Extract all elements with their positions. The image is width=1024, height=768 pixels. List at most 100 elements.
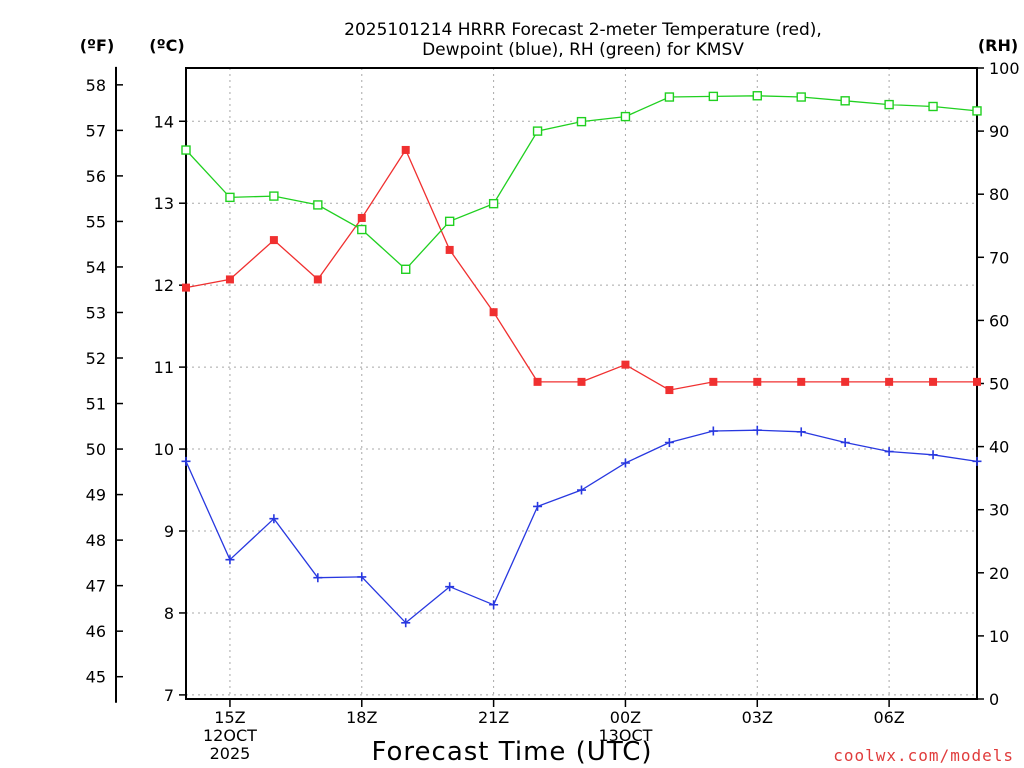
dewpoint-point [796,427,806,437]
2-meter-temperature-point [709,377,718,386]
axes: 7 8 9 10 11 12 13 14 45 46 47 48 49 50 51 52 53 54 55 56 57 5… [86,59,1020,763]
fahrenheit-unit-label: (ºF) [80,36,115,55]
2-meter-temperature-point [313,275,322,284]
dewpoint-point [752,425,762,435]
x-tick-label: 06Z [873,708,904,727]
celsius-tick-label: 7 [164,686,174,705]
rh-point [444,216,455,227]
x-tick-label: 03Z [742,708,773,727]
rh-point [357,224,367,235]
2-meter-temperature-point [841,377,850,386]
rh-point [664,92,675,102]
rh-point [401,264,411,274]
2-meter-temperature-point [885,377,894,386]
rh-tick-label: 50 [989,375,1009,394]
fahrenheit-tick-label: 58 [86,76,106,95]
x-tick-label: 15Z [214,708,245,727]
rh-tick-label: 10 [989,627,1009,646]
rh-tick-label: 0 [989,690,999,709]
2-meter-temperature-point [621,360,630,369]
fahrenheit-tick-label: 54 [86,258,106,277]
2-meter-temperature-point [753,377,762,386]
x-tick-label: 21Z [478,708,509,727]
rh-point [620,111,631,122]
fahrenheit-tick-label: 52 [86,349,106,368]
fahrenheit-tick-label: 45 [86,668,106,687]
fahrenheit-tick-label: 48 [86,531,106,550]
fahrenheit-tick-label: 51 [86,395,106,414]
rh-point [884,99,894,110]
rh-point [840,96,850,106]
x-tick-label: 18Z [346,708,377,727]
fahrenheit-tick-label: 50 [86,440,106,459]
rh-unit-label: (RH) [978,36,1018,55]
data-series [181,91,982,628]
rh-tick-label: 40 [989,438,1009,457]
2-meter-temperature-point [929,377,938,386]
dewpoint-point [884,447,894,457]
rh-point [532,126,543,136]
celsius-tick-label: 12 [154,276,174,295]
x-tick-label: 00Z [610,708,641,727]
x-tick-label: 2025 [210,744,251,763]
dewpoint-point [225,555,235,565]
dewpoint-point [489,600,499,610]
2-meter-temperature-point [445,245,454,254]
x-tick-label: 13OCT [598,726,652,745]
dewpoint-point [664,438,674,448]
x-axis-label: Forecast Time (UTC) [371,737,652,767]
fahrenheit-tick-label: 46 [86,622,106,641]
dewpoint-line [185,429,978,624]
dewpoint-point [840,438,850,448]
fahrenheit-tick-label: 49 [86,486,106,505]
celsius-tick-label: 10 [154,440,174,459]
dewpoint-point [577,485,586,495]
rh-tick-label: 90 [989,122,1009,141]
celsius-tick-label: 13 [154,194,174,213]
dewpoint-point [269,514,279,524]
celsius-tick-label: 8 [164,604,174,623]
rh-point [313,200,323,210]
rh-tick-label: 70 [989,248,1009,267]
celsius-tick-label: 14 [154,112,174,131]
dewpoint-point [972,456,982,466]
rh-tick-label: 80 [989,185,1009,204]
rh-point [269,191,279,201]
dewpoint-point [401,618,411,628]
site-credit: coolwx.com/models [833,746,1014,765]
2-meter-temperature-line [185,148,977,391]
chart-title-line-1: 2025101214 HRRR Forecast 2-meter Tempera… [344,20,822,40]
rh-point [488,198,499,209]
dewpoint-point [533,501,543,511]
rh-tick-label: 100 [989,59,1020,78]
rh-point [181,145,191,155]
fahrenheit-tick-label: 56 [86,167,106,186]
2-meter-temperature-point [489,308,498,317]
rh-point [708,91,719,102]
dewpoint-point [181,456,191,466]
fahrenheit-tick-label: 47 [86,577,106,596]
rh-point [752,91,762,101]
2-meter-temperature-point [225,275,234,284]
2-meter-temperature-point [533,377,542,386]
rh-tick-label: 30 [989,501,1009,520]
rh-tick-label: 20 [989,564,1009,583]
chart-title-line-2: Dewpoint (blue), RH (green) for KMSV [422,40,744,60]
dewpoint-point [313,573,323,583]
dewpoint-point [708,426,718,436]
2-meter-temperature-point [973,377,981,386]
dewpoint-point [445,582,455,592]
2-meter-temperature-point [269,236,278,245]
dewpoint-point [928,450,938,460]
rh-point [576,116,587,127]
2-meter-temperature-point [577,377,586,386]
rh-point [796,92,806,102]
2-meter-temperature-point [182,283,190,292]
fahrenheit-tick-label: 55 [86,212,106,231]
dewpoint-point [620,458,630,468]
rh-point [928,101,938,112]
celsius-tick-label: 9 [164,522,174,541]
2-meter-temperature-point [357,213,366,222]
fahrenheit-tick-label: 57 [86,121,106,140]
